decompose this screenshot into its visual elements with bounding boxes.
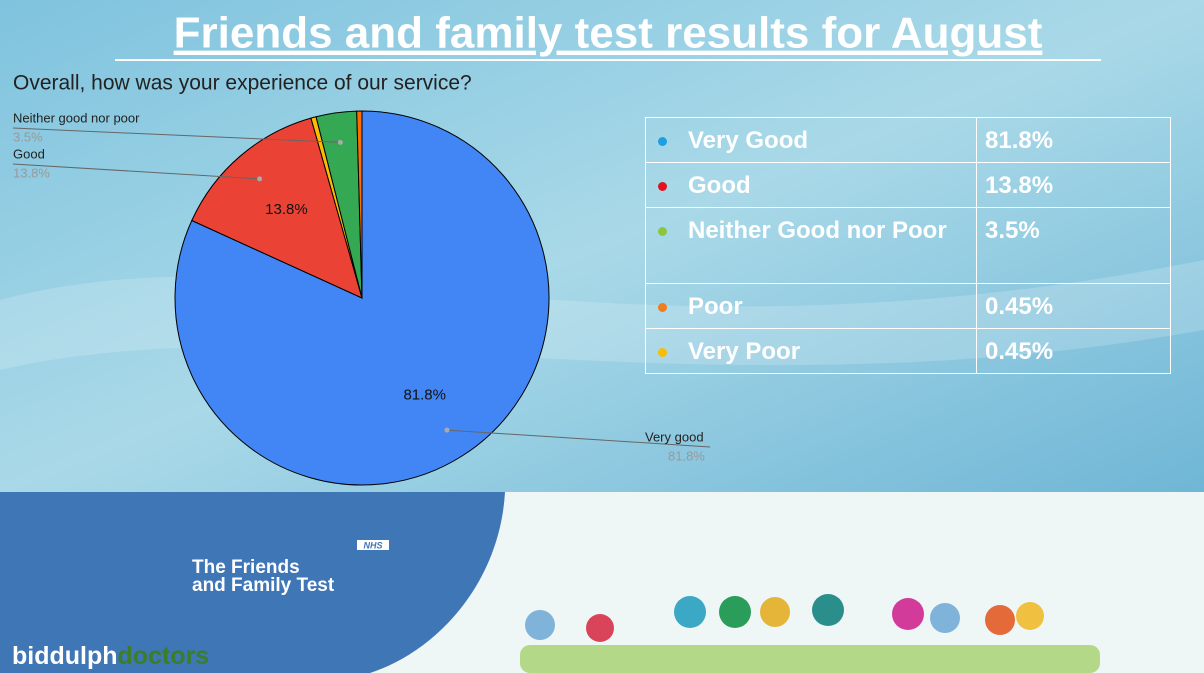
outside-label: Good xyxy=(13,146,45,161)
leader-line xyxy=(12,127,341,143)
outside-value: 81.8% xyxy=(668,448,705,463)
bullet xyxy=(658,227,667,236)
category-text: Good xyxy=(688,172,751,199)
slice-label: 13.8% xyxy=(265,201,308,218)
outside-value: 3.5% xyxy=(13,129,43,144)
bullet xyxy=(658,137,667,146)
leader-dot xyxy=(337,139,343,145)
category-text: Neither Good nor Poor xyxy=(688,217,947,244)
leader-dot xyxy=(444,427,450,433)
bullet xyxy=(658,348,667,357)
category-text: Very Good xyxy=(688,127,809,154)
pie-slice xyxy=(191,117,363,299)
nhs-badge: NHS xyxy=(363,540,382,550)
value-cell: 0.45% xyxy=(976,328,1171,374)
table-row: Good 13.8% xyxy=(645,162,1171,208)
category-cell: Poor xyxy=(645,283,977,329)
category-text: Poor xyxy=(688,293,743,320)
nhs-badge-bg xyxy=(357,540,389,550)
value-cell: 3.5% xyxy=(976,207,1171,284)
bullet xyxy=(658,182,667,191)
brand-part: doctors xyxy=(118,642,210,670)
outside-label: Neither good nor poor xyxy=(13,110,140,125)
footer-title: and Family Test xyxy=(192,575,335,596)
brand: biddulphdoctors xyxy=(12,642,209,670)
pie-slice xyxy=(356,110,363,299)
table-row: Very Poor 0.45% xyxy=(645,328,1171,374)
category-cell: Good xyxy=(645,162,977,208)
footer-panel xyxy=(0,492,505,673)
people-illustration xyxy=(520,594,1100,673)
slice-label: 81.8% xyxy=(403,386,446,403)
category-cell: Neither Good nor Poor xyxy=(645,207,977,284)
chart-title: Overall, how was your experience of our … xyxy=(13,72,472,95)
results-table: Very Good 81.8% Good 13.8% Neither Good nor … xyxy=(645,117,1171,374)
table-row: Very Good 81.8% xyxy=(645,117,1171,163)
brand-part: biddulph xyxy=(12,642,118,670)
category-cell: Very Good xyxy=(645,117,977,163)
value-cell: 13.8% xyxy=(976,162,1171,208)
outside-value: 13.8% xyxy=(13,165,50,180)
outside-label: Very good xyxy=(645,429,704,444)
heading: Friends and family test results for Augu… xyxy=(174,9,1043,58)
leader-line xyxy=(12,163,260,180)
footer-title: The Friends xyxy=(192,557,300,578)
table-row: Poor 0.45% xyxy=(645,283,1171,329)
leader-dot xyxy=(257,176,263,182)
bullet xyxy=(658,303,667,312)
pie xyxy=(12,110,711,486)
table-row: Neither Good nor Poor 3.5% xyxy=(645,207,1171,284)
category-cell: Very Poor xyxy=(645,328,977,374)
value-cell: 81.8% xyxy=(976,117,1171,163)
leader-line xyxy=(446,429,711,448)
value-cell: 0.45% xyxy=(976,283,1171,329)
category-text: Very Poor xyxy=(688,338,801,365)
